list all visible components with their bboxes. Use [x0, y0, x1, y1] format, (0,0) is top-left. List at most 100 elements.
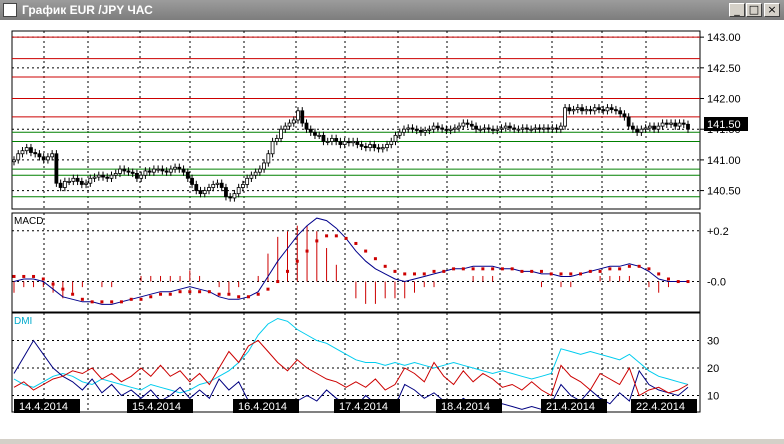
signal-dot: [559, 272, 563, 276]
window-title: График EUR /JPY ЧАС: [22, 3, 153, 17]
date-label: 18.4.2014: [441, 401, 490, 413]
candle-body: [122, 168, 127, 172]
candle-body: [330, 138, 334, 142]
candle-body: [147, 170, 152, 173]
signal-dot: [461, 267, 465, 271]
date-label-bg: [127, 399, 193, 413]
candle-body: [402, 128, 406, 133]
signal-dot: [403, 272, 407, 276]
candle-body: [452, 127, 457, 130]
signal-dot: [539, 269, 543, 273]
chart-window-icon: [3, 3, 17, 17]
candle-body: [202, 190, 207, 195]
candle-body: [75, 177, 80, 182]
close-button[interactable]: ×: [764, 3, 780, 17]
price-panel[interactable]: [11, 30, 701, 210]
signal-dot: [579, 272, 583, 276]
candle-body: [469, 123, 474, 127]
candle-body: [435, 125, 440, 129]
candle-body: [431, 125, 436, 130]
signal-dot: [286, 269, 290, 273]
candle-body: [558, 125, 563, 130]
signal-dot: [569, 272, 573, 276]
signal-dot: [325, 234, 329, 238]
signal-dot: [129, 297, 133, 301]
signal-dot: [22, 274, 26, 278]
signal-dot: [666, 277, 670, 281]
candle-body: [113, 172, 118, 176]
price-tick-label: 140.50: [707, 186, 741, 198]
candle-body: [79, 180, 84, 185]
candle-body: [219, 182, 224, 188]
candles: [12, 104, 690, 202]
signal-dot: [149, 295, 153, 299]
candle-body: [241, 184, 245, 188]
candle-body: [614, 109, 618, 112]
candle-body: [342, 141, 347, 145]
current-price-tag: [704, 117, 748, 131]
candle-body: [71, 177, 76, 182]
signal-dot: [471, 267, 475, 271]
signal-dot: [71, 292, 75, 296]
minimize-button[interactable]: _: [729, 3, 745, 17]
chart-area[interactable]: 143.00 142.50 142.00 141.50 141.00 140.50 141…: [0, 20, 784, 439]
maximize-button[interactable]: □: [746, 3, 762, 17]
dmi-panel-label: DMI: [14, 316, 32, 327]
candle-body: [406, 127, 411, 130]
signal-dot: [295, 259, 299, 263]
candle-body: [262, 162, 267, 170]
candle-body: [499, 127, 504, 130]
candle-body: [173, 166, 177, 170]
dmi-axis: 30 20 10: [707, 336, 719, 403]
dmi-panel[interactable]: [11, 312, 701, 413]
candle-body: [376, 147, 381, 150]
candle-body: [313, 131, 317, 136]
signal-dot: [207, 290, 211, 294]
candle-body: [118, 168, 122, 174]
dmi-tick-label: 10: [707, 391, 719, 403]
signal-dot: [178, 290, 182, 294]
signal-dot: [315, 239, 319, 243]
candle-body: [50, 153, 55, 158]
candle-body: [283, 125, 288, 130]
candle-body: [427, 128, 432, 131]
candle-body: [101, 174, 105, 178]
candle-body: [62, 180, 67, 188]
candle-body: [677, 122, 682, 127]
signal-dot: [227, 292, 231, 296]
candle-body: [686, 123, 690, 130]
signal-dot: [442, 269, 446, 273]
candle-body: [46, 156, 50, 161]
candle-body: [652, 125, 656, 130]
candle-body: [626, 116, 631, 127]
window-titlebar[interactable]: График EUR /JPY ЧАС _ □ ×: [0, 0, 784, 20]
candle-body: [92, 176, 97, 179]
candle-body: [512, 127, 517, 130]
signal-dot: [344, 236, 348, 240]
candle-body: [346, 141, 351, 144]
candle-body: [478, 128, 483, 131]
candle-body: [380, 147, 385, 150]
candle-body: [355, 141, 360, 145]
candle-body: [334, 138, 339, 142]
candle-body: [495, 128, 500, 131]
candle-body: [67, 180, 72, 183]
candle-body: [605, 107, 610, 112]
candle-body: [363, 145, 368, 149]
candle-body: [279, 128, 283, 139]
macd-histogram: [13, 225, 669, 304]
signal-dot: [481, 267, 485, 271]
signal-dot: [217, 292, 221, 296]
signal-dot: [510, 267, 514, 271]
candle-body: [571, 109, 576, 112]
candle-body: [414, 128, 419, 131]
macd-axis: +0.2 -0.0: [707, 226, 729, 289]
date-label-bg: [233, 399, 299, 413]
candle-body: [287, 122, 292, 127]
candle-body: [554, 127, 559, 130]
signal-dot: [119, 300, 123, 304]
candle-body: [660, 122, 665, 127]
candle-body: [546, 127, 551, 130]
candle-body: [516, 128, 521, 131]
candle-body: [228, 196, 233, 199]
